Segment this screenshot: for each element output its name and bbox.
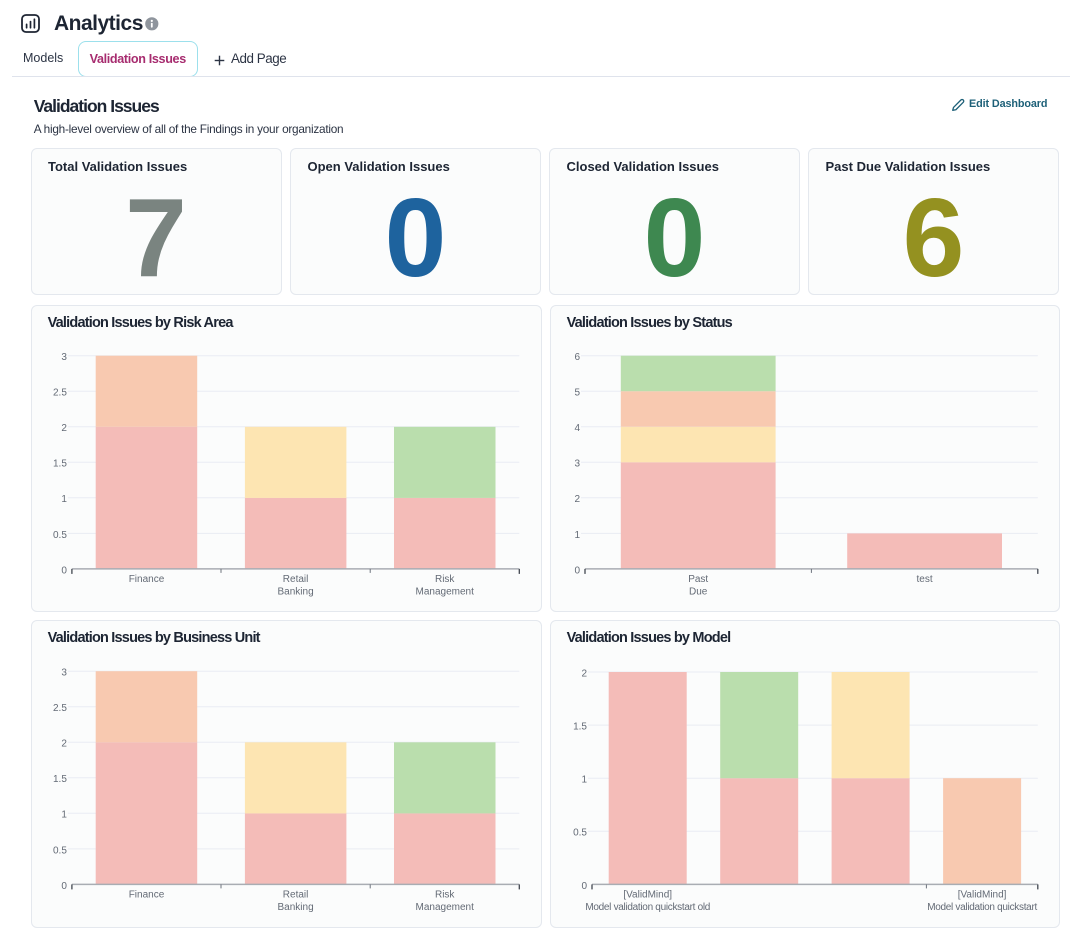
svg-text:Banking: Banking [277, 901, 313, 912]
svg-text:2: 2 [61, 423, 67, 434]
svg-text:0: 0 [574, 565, 580, 576]
svg-text:3: 3 [574, 459, 580, 470]
svg-text:test: test [916, 574, 932, 585]
svg-text:Finance: Finance [128, 574, 164, 585]
svg-text:5: 5 [574, 388, 580, 399]
svg-text:1.5: 1.5 [52, 459, 66, 470]
svg-text:1.5: 1.5 [573, 721, 587, 732]
svg-text:Finance: Finance [128, 889, 164, 900]
svg-text:3: 3 [61, 667, 67, 678]
svg-text:Past: Past [688, 574, 708, 585]
svg-text:Retail: Retail [282, 574, 308, 585]
svg-text:0: 0 [61, 565, 67, 576]
svg-text:2: 2 [581, 668, 587, 679]
svg-text:6: 6 [574, 352, 580, 363]
svg-text:Retail: Retail [282, 889, 308, 900]
svg-text:1: 1 [581, 774, 587, 785]
svg-text:2.5: 2.5 [52, 703, 66, 714]
svg-text:3: 3 [61, 352, 67, 363]
svg-text:Validation Issues by Risk Area: Validation Issues by Risk Area [47, 315, 234, 331]
svg-text:Management: Management [415, 901, 474, 912]
svg-text:Validation Issues by Model: Validation Issues by Model [566, 630, 730, 646]
svg-text:Banking: Banking [277, 586, 313, 597]
svg-text:1: 1 [574, 530, 580, 541]
svg-text:1: 1 [61, 494, 67, 505]
svg-text:2.5: 2.5 [52, 388, 66, 399]
svg-text:2: 2 [61, 738, 67, 749]
svg-text:0.5: 0.5 [573, 827, 587, 838]
svg-text:Risk: Risk [434, 889, 454, 900]
svg-text:4: 4 [574, 423, 580, 434]
svg-text:Model validation quickstart ol: Model validation quickstart old [585, 901, 710, 912]
svg-text:0.5: 0.5 [52, 530, 66, 541]
svg-text:Risk: Risk [434, 574, 454, 585]
svg-text:1.5: 1.5 [52, 774, 66, 785]
svg-text:2: 2 [574, 494, 580, 505]
svg-text:0: 0 [61, 880, 67, 891]
svg-text:Validation Issues by Business: Validation Issues by Business Unit [47, 630, 260, 646]
svg-text:0.5: 0.5 [52, 845, 66, 856]
svg-text:0: 0 [581, 880, 587, 891]
svg-text:Management: Management [415, 586, 474, 597]
svg-text:Due: Due [689, 586, 708, 597]
svg-text:Validation Issues by Status: Validation Issues by Status [566, 315, 732, 331]
svg-text:[ValidMind]: [ValidMind] [957, 889, 1006, 900]
svg-text:1: 1 [61, 809, 67, 820]
svg-text:[ValidMind]: [ValidMind] [623, 889, 672, 900]
svg-text:Model validation quickstart: Model validation quickstart [927, 901, 1037, 912]
